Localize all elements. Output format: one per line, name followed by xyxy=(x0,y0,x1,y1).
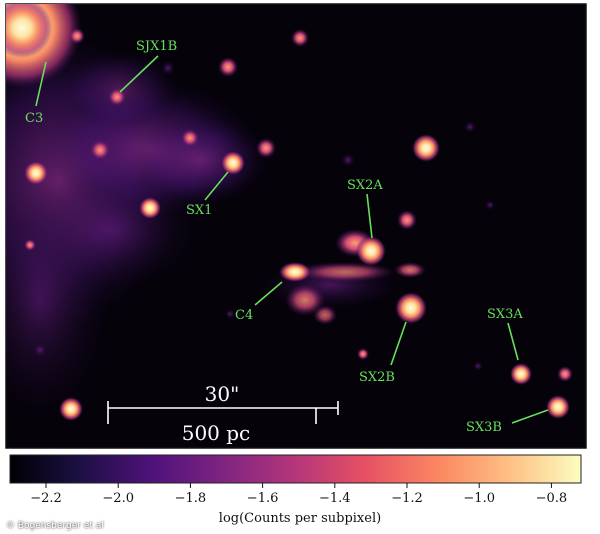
scale-bar: 30" 500 pc xyxy=(107,382,339,445)
colorbar-tick-label: −1.2 xyxy=(391,491,423,506)
colorbar-tick-label: −2.2 xyxy=(30,491,62,506)
scale-angular: 30" xyxy=(205,382,240,406)
label-sx1: SX1 xyxy=(186,203,212,218)
colorbar: −2.2 −2.0 −1.8 −1.6 −1.4 −1.2 −1.0 −0.8 log(Cou… xyxy=(9,454,582,526)
label-c3: C3 xyxy=(25,111,43,126)
label-sjx1b: SJX1B xyxy=(136,39,177,54)
c4-pointer xyxy=(254,281,283,306)
label-sx2a: SX2A xyxy=(347,178,383,193)
emission-map xyxy=(6,4,573,421)
c3-pointer xyxy=(35,61,47,107)
colorbar-gradient xyxy=(9,454,582,484)
colorbar-tick-label: −0.8 xyxy=(536,491,568,506)
colorbar-tick-label: −1.8 xyxy=(175,491,207,506)
label-sx2b: SX2B xyxy=(359,370,395,385)
label-sx3a: SX3A xyxy=(487,307,523,322)
colorbar-tick-label: −1.6 xyxy=(247,491,279,506)
label-sx3b: SX3B xyxy=(466,420,502,435)
credit-text: © Bogensberger et al xyxy=(6,521,104,531)
colorbar-ticks: −2.2 −2.0 −1.8 −1.6 −1.4 −1.2 −1.0 −0.8 xyxy=(30,483,567,506)
label-c4: C4 xyxy=(235,308,253,323)
sx3b-pointer xyxy=(511,409,549,424)
sx2b-pointer xyxy=(390,321,407,366)
sx2a-pointer xyxy=(366,193,373,239)
sjx1b-pointer xyxy=(119,55,159,93)
sx1-pointer xyxy=(204,171,229,201)
colorbar-label: log(Counts per subpixel) xyxy=(219,511,381,526)
colorbar-tick-label: −1.4 xyxy=(319,491,351,506)
scale-physical: 500 pc xyxy=(182,421,251,445)
colorbar-tick-label: −2.0 xyxy=(102,491,134,506)
sx3a-pointer xyxy=(507,322,519,361)
colorbar-tick-label: −1.0 xyxy=(463,491,495,506)
